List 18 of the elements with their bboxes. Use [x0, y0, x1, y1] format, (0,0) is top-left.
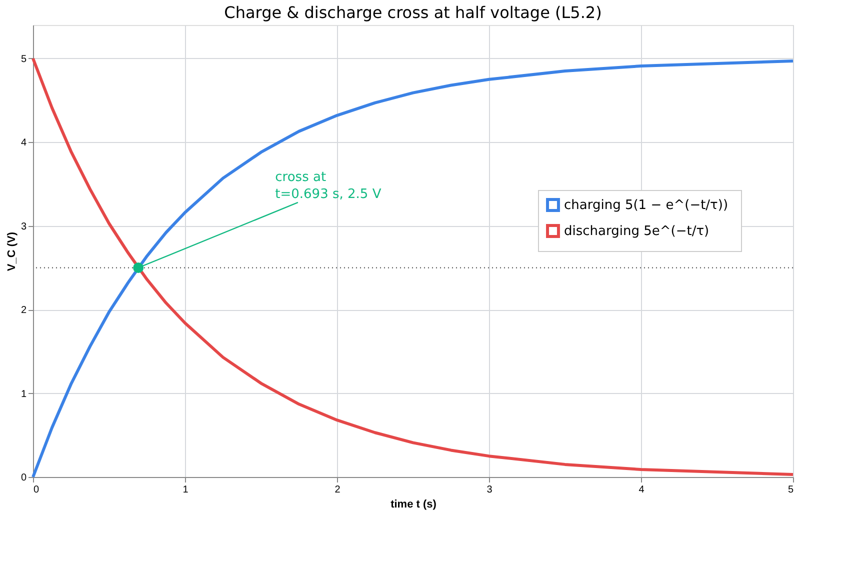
x-tick-label: 4 — [638, 484, 645, 496]
y-axis-title: V_C (V) — [6, 232, 18, 272]
legend-label: discharging 5e^(−t/τ) — [564, 224, 710, 239]
x-tick-label: 5 — [788, 484, 794, 496]
y-tick-label: 2 — [20, 305, 27, 316]
y-tick-label: 3 — [20, 221, 27, 232]
y-tick-label: 0 — [20, 472, 27, 484]
y-tick-label: 1 — [20, 388, 27, 400]
annotation: cross at t=0.693 s, 2.5 V — [275, 170, 382, 202]
x-tick-label: 2 — [334, 484, 341, 496]
legend-label: charging 5(1 − e^(−t/τ)) — [564, 198, 728, 213]
x-axis-title: time t (s) — [390, 498, 437, 510]
y-tick-label: 5 — [20, 54, 27, 65]
chart-title: Charge & discharge cross at half voltage (L5.2) — [224, 3, 602, 22]
x-tick-label: 0 — [34, 484, 40, 496]
x-tick-label: 1 — [182, 484, 189, 496]
x-tick-label: 3 — [486, 484, 493, 496]
y-tick-label: 4 — [20, 138, 27, 149]
